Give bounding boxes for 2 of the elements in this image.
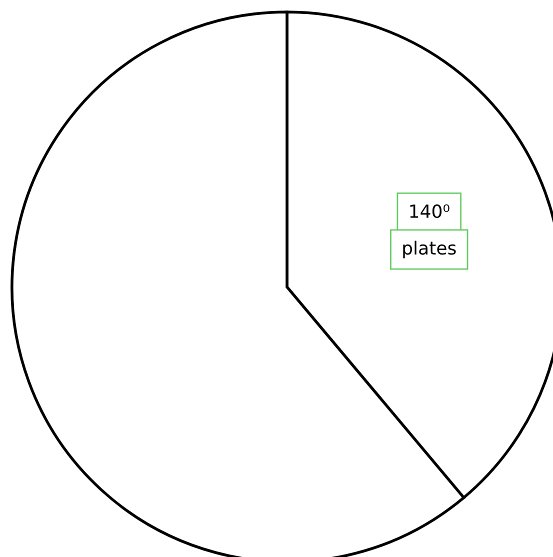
data-label: 140⁰ <box>410 204 450 218</box>
slice-label: plates <box>403 240 456 258</box>
